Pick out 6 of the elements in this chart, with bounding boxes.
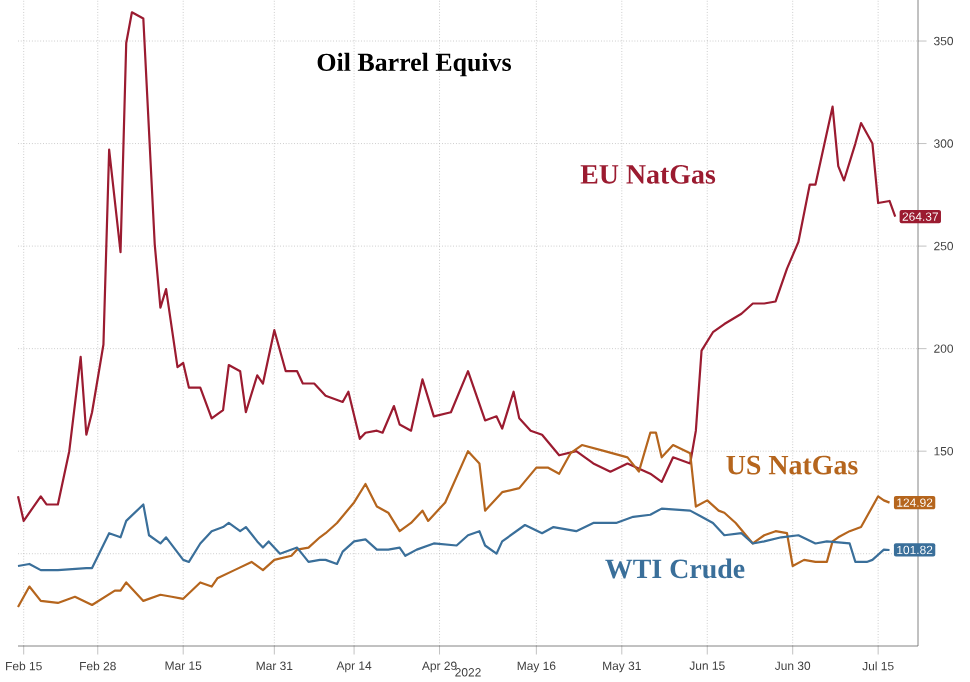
series-label: WTI Crude: [605, 558, 745, 579]
series-label: US NatGas: [726, 455, 858, 475]
text: Oil Barrel Equivs: [317, 52, 511, 77]
line-series: [16, 431, 891, 609]
text: EU NatGas: [580, 165, 716, 184]
line-series: [16, 11, 897, 522]
